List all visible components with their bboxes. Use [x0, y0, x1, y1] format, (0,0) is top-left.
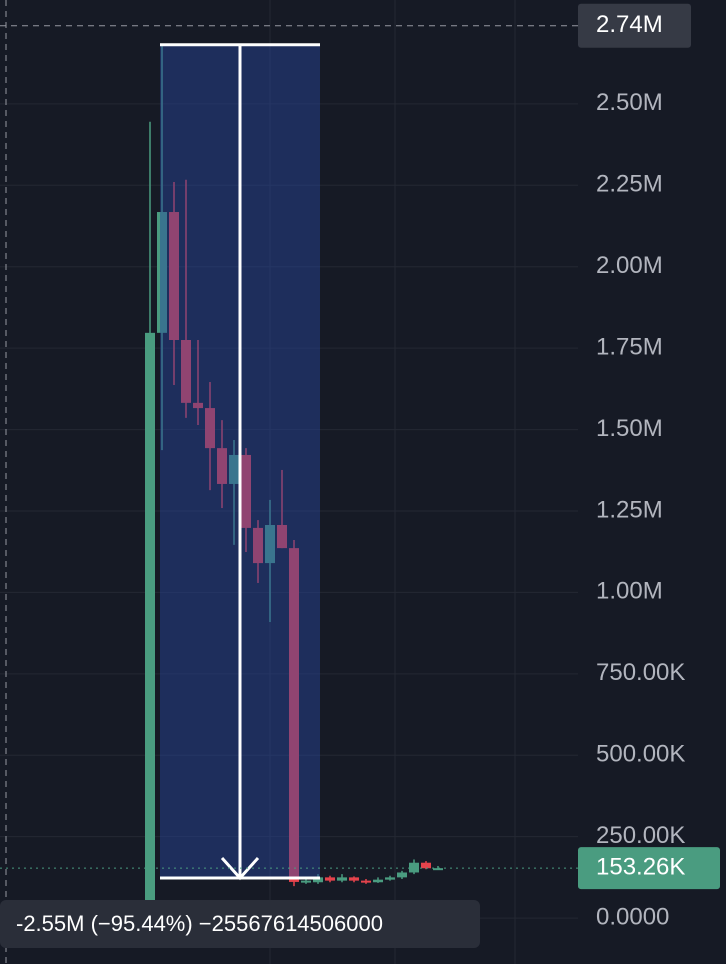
y-tick-label: 2.25M [596, 171, 663, 198]
candle-body [217, 448, 227, 484]
candle-body [205, 408, 215, 449]
candle-body [361, 880, 371, 883]
y-tick-label: 750.00K [596, 659, 685, 686]
candle-body [373, 879, 383, 883]
candle-body [241, 454, 251, 528]
last-price-badge [578, 847, 720, 890]
measure-label: -2.55M (−95.44%) −25567614506000 [16, 911, 383, 936]
candle-body [409, 862, 419, 873]
candle-body [313, 877, 323, 883]
candle-body [193, 402, 203, 409]
candle-body [181, 340, 191, 403]
y-tick-label: 2.00M [596, 252, 663, 279]
candle-body [253, 527, 263, 564]
candle-body [229, 454, 239, 484]
y-tick-label: 250.00K [596, 822, 685, 849]
candle-body [157, 212, 167, 333]
candle-body [337, 877, 347, 881]
last-price-label: 153.26K [596, 854, 685, 881]
candle-body [145, 332, 155, 915]
y-tick-label: 500.00K [596, 741, 685, 768]
candle-body [385, 877, 395, 880]
candle-body [397, 872, 407, 878]
range-top-badge [578, 3, 691, 48]
y-tick-label: 1.50M [596, 415, 663, 442]
candle-body [421, 862, 431, 869]
y-tick-label: 1.75M [596, 333, 663, 360]
y-tick-label: 1.25M [596, 496, 663, 523]
candle-body [325, 877, 335, 881]
candle-body [277, 524, 287, 549]
y-tick-label: 2.50M [596, 89, 663, 116]
y-tick-label: 1.00M [596, 578, 663, 605]
candle-body [349, 877, 359, 881]
candle-body [433, 868, 443, 871]
measure-arrowhead [220, 856, 260, 881]
y-tick-label: 0.0000 [596, 903, 669, 930]
candle-body [265, 524, 275, 564]
candle-body [289, 548, 299, 882]
candle-body [169, 212, 179, 341]
range-top-label: 2.74M [596, 11, 663, 38]
candle-body [301, 880, 311, 883]
measure-box [0, 900, 480, 948]
